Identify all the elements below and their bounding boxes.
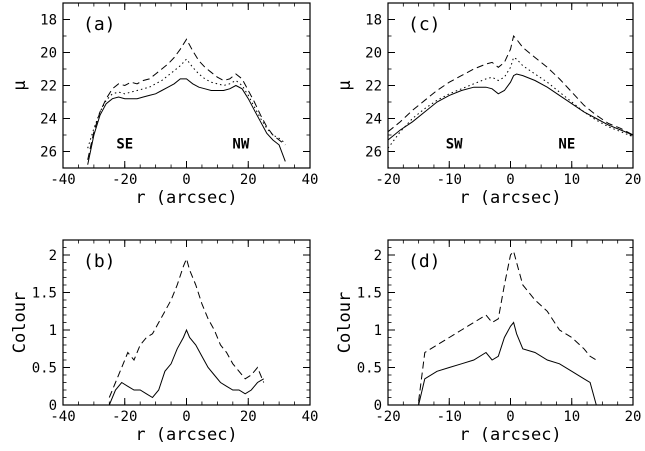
x-tick-label: 0 xyxy=(182,409,190,425)
y-axis-label: μ xyxy=(10,80,30,90)
series-line-dashed xyxy=(108,257,265,398)
chart-panel-c: -20 -10 0 10 20 18 20 22 24 26 r (arcsec) μ (c) SW NE xyxy=(335,2,642,208)
panel-label: (b) xyxy=(83,251,116,272)
series-line-dashed xyxy=(418,250,597,402)
panel-label: (a) xyxy=(83,14,116,35)
series-line-dashed xyxy=(388,34,633,136)
x-tick-label: -20 xyxy=(375,172,400,188)
series-line-dotted xyxy=(87,58,286,149)
panel-label: (c) xyxy=(408,14,441,35)
y-tick-label: 24 xyxy=(40,112,57,128)
series-line-solid xyxy=(87,78,286,165)
y-tick-label: 24 xyxy=(365,112,382,128)
x-tick-label: 20 xyxy=(625,409,642,425)
series-line-solid xyxy=(388,73,633,141)
series-line-dotted xyxy=(388,56,633,149)
x-axis-label: r (arcsec) xyxy=(459,425,561,445)
x-tick-label: -20 xyxy=(375,409,400,425)
y-tick-label: 1.5 xyxy=(357,286,382,302)
y-tick-label: 20 xyxy=(40,46,57,62)
y-axis-label: Colour xyxy=(335,292,355,353)
y-axis-label: Colour xyxy=(10,292,30,353)
y-tick-label: 18 xyxy=(365,13,382,29)
y-tick-label: 0.5 xyxy=(357,361,382,377)
x-tick-label: 0 xyxy=(506,409,514,425)
x-tick-label: 0 xyxy=(182,172,190,188)
y-tick-label: 2 xyxy=(49,248,57,264)
x-tick-label: -20 xyxy=(112,409,137,425)
y-tick-label: 26 xyxy=(365,145,382,161)
y-tick-label: 0.5 xyxy=(32,361,57,377)
x-tick-label: -40 xyxy=(50,172,75,188)
x-axis-label: r (arcsec) xyxy=(459,188,561,208)
region-annotation: SE xyxy=(116,136,133,152)
series-line-solid xyxy=(108,328,264,405)
series-line-dashed xyxy=(87,38,286,160)
x-tick-label: 40 xyxy=(302,409,319,425)
y-tick-label: 26 xyxy=(40,145,57,161)
region-annotation: NW xyxy=(232,136,249,152)
series-line-solid xyxy=(418,321,597,405)
y-tick-label: 22 xyxy=(40,79,57,95)
y-tick-label: 20 xyxy=(365,46,382,62)
y-tick-label: 18 xyxy=(40,13,57,29)
chart-panel-b: -40 -20 0 20 40 0 0.5 1 1.5 2 r (arcsec) Colour (b) xyxy=(10,239,319,445)
x-tick-label: -10 xyxy=(437,172,462,188)
x-tick-label: 20 xyxy=(240,409,257,425)
region-annotation: NE xyxy=(558,136,575,152)
x-tick-label: 20 xyxy=(625,172,642,188)
x-tick-label: 40 xyxy=(302,172,319,188)
y-tick-label: 1.5 xyxy=(32,286,57,302)
x-axis-label: r (arcsec) xyxy=(135,188,237,208)
y-tick-label: 0 xyxy=(374,398,382,414)
x-tick-label: 20 xyxy=(240,172,257,188)
chart-panel-d: -20 -10 0 10 20 0 0.5 1 1.5 2 r (arcsec) Colour (d) xyxy=(335,239,642,445)
x-tick-label: -20 xyxy=(112,172,137,188)
y-tick-label: 1 xyxy=(374,323,382,339)
y-tick-label: 22 xyxy=(365,79,382,95)
x-tick-label: 0 xyxy=(506,172,514,188)
chart-panel-a: -40 -20 0 20 40 18 20 22 24 26 r (arcsec) μ (a) SE NW xyxy=(10,2,319,208)
x-tick-label: 10 xyxy=(563,409,580,425)
x-axis-label: r (arcsec) xyxy=(135,425,237,445)
y-tick-label: 1 xyxy=(49,323,57,339)
panel-label: (d) xyxy=(408,251,441,272)
x-tick-label: -10 xyxy=(437,409,462,425)
y-tick-label: 2 xyxy=(374,248,382,264)
y-axis-label: μ xyxy=(335,80,355,90)
x-tick-label: 10 xyxy=(563,172,580,188)
x-tick-label: -40 xyxy=(50,409,75,425)
y-tick-label: 0 xyxy=(49,398,57,414)
region-annotation: SW xyxy=(446,136,463,152)
